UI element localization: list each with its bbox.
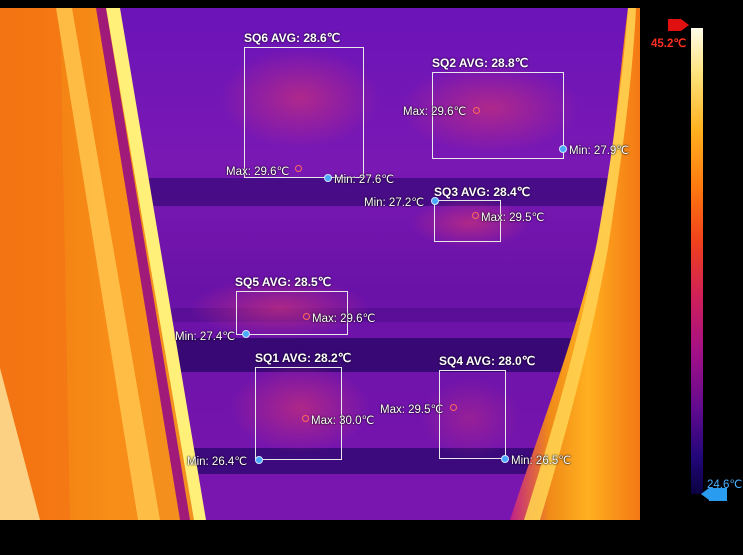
sq5-min-label: Min: 27.4℃	[175, 331, 236, 343]
region-sq5-box[interactable]	[236, 291, 348, 335]
region-sq6-title: SQ6 AVG: 28.6℃	[244, 31, 341, 45]
sq3-min-marker	[431, 197, 439, 205]
region-sq5-title: SQ5 AVG: 28.5℃	[235, 275, 332, 289]
sq6-min-marker	[324, 174, 332, 182]
sq4-max-marker	[450, 404, 457, 411]
region-sq2-box[interactable]	[432, 72, 564, 159]
sq1-min-marker	[255, 456, 263, 464]
region-sq6-box[interactable]	[244, 47, 364, 178]
region-sq2-title: SQ2 AVG: 28.8℃	[432, 56, 529, 70]
temperature-scale-bar	[691, 28, 703, 494]
region-sq1-box[interactable]	[255, 367, 342, 460]
sq3-max-marker	[472, 212, 479, 219]
sq3-max-label: Max: 29.5℃	[481, 212, 545, 224]
scale-max-label: 45.2℃	[651, 38, 687, 50]
region-sq3-title: SQ3 AVG: 28.4℃	[434, 185, 531, 199]
region-sq4-title: SQ4 AVG: 28.0℃	[439, 354, 536, 368]
sq6-max-label: Max: 29.6℃	[226, 166, 290, 178]
sq1-max-marker	[302, 415, 309, 422]
region-sq4-box[interactable]	[439, 370, 506, 459]
sq2-max-label: Max: 29.6℃	[403, 106, 467, 118]
region-sq1-title: SQ1 AVG: 28.2℃	[255, 351, 352, 365]
sq2-min-label: Min: 27.9℃	[569, 145, 630, 157]
sq5-max-label: Max: 29.6℃	[312, 313, 376, 325]
sq1-min-label: Min: 26.4℃	[187, 456, 248, 468]
sq6-min-label: Min: 27.6℃	[334, 174, 395, 186]
sq5-max-marker	[303, 313, 310, 320]
sq6-max-marker	[295, 165, 302, 172]
sq4-max-label: Max: 29.5℃	[380, 404, 444, 416]
sq5-min-marker	[242, 330, 250, 338]
sq4-min-marker	[501, 455, 509, 463]
sq1-max-label: Max: 30.0℃	[311, 415, 375, 427]
region-sq3-box[interactable]	[434, 200, 501, 242]
sq2-min-marker	[559, 145, 567, 153]
sq4-min-label: Min: 26.5℃	[511, 455, 572, 467]
sq2-max-marker	[473, 107, 480, 114]
sq3-min-label: Min: 27.2℃	[364, 197, 425, 209]
